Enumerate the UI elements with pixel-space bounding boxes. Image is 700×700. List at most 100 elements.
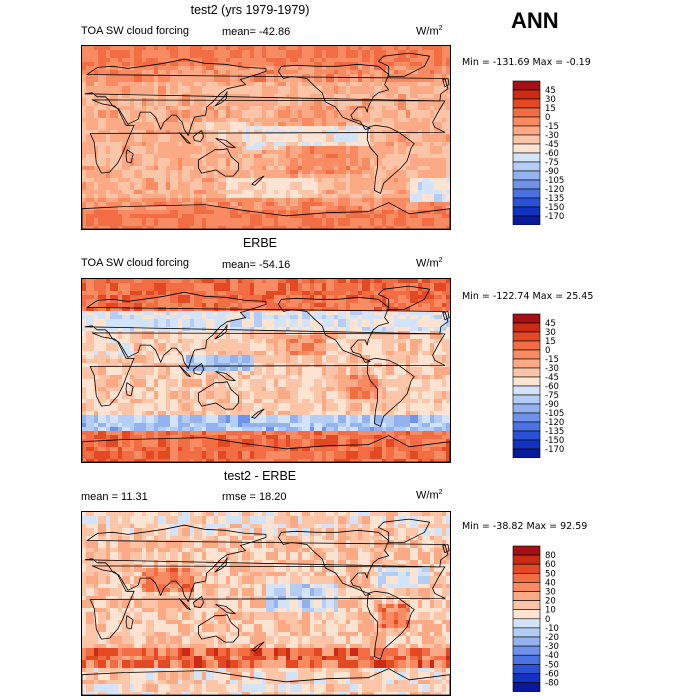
- colorbar-swatch: [512, 554, 541, 565]
- colorbar-tick-label: 30: [545, 588, 556, 598]
- colorbar-tick-label: 60: [545, 560, 556, 570]
- colorbar-tick-label: -30: [545, 364, 559, 374]
- panel1-colorbar: 4530150-15-30-45-60-75-90-105-120-135-15…: [512, 80, 564, 225]
- colorbar-swatch: [512, 572, 541, 583]
- panel3-map-field: [82, 512, 450, 695]
- colorbar-swatch: [512, 143, 541, 154]
- colorbar-swatch: [512, 645, 541, 656]
- panel2-title: ERBE: [242, 236, 278, 250]
- colorbar-tick-label: -105: [545, 409, 564, 419]
- colorbar-tick-label: -45: [545, 140, 559, 150]
- colorbar-swatch: [512, 215, 541, 225]
- panel1-coastlines: [82, 52, 450, 229]
- colorbar-swatch: [512, 170, 541, 181]
- colorbar-tick-label: -135: [545, 427, 564, 437]
- colorbar-tick-label: -120: [545, 185, 564, 195]
- colorbar-tick-label: 0: [545, 615, 550, 625]
- panel1-mean-label: mean= -42.86: [222, 26, 291, 38]
- panel2-coastlines: [82, 285, 450, 462]
- panel3-title: test2 - ERBE: [223, 469, 297, 483]
- colorbar-tick-label: -135: [545, 194, 564, 204]
- colorbar-swatch: [512, 125, 541, 136]
- colorbar-swatch: [512, 545, 541, 556]
- colorbar-tick-label: 15: [545, 337, 556, 347]
- colorbar-tick-label: -60: [545, 382, 559, 392]
- colorbar-tick-label: -170: [545, 212, 564, 222]
- colorbar-swatch: [512, 385, 541, 396]
- panel2-variable-label: TOA SW cloud forcing: [81, 257, 190, 269]
- colorbar-tick-label: 50: [545, 569, 556, 579]
- colorbar-tick-label: 30: [545, 95, 556, 105]
- colorbar-swatch: [512, 654, 541, 665]
- panel2-mean-label: mean= -54.16: [222, 259, 291, 271]
- colorbar-swatch: [512, 331, 541, 342]
- colorbar-tick-label: 45: [545, 86, 556, 96]
- colorbar-swatch: [512, 448, 541, 458]
- colorbar-tick-label: -50: [545, 660, 559, 670]
- colorbar-swatch: [512, 439, 541, 450]
- colorbar-swatch: [512, 116, 541, 127]
- colorbar-swatch: [512, 206, 541, 217]
- colorbar-tick-label: 0: [545, 346, 550, 356]
- panel2-map-field: [82, 279, 450, 462]
- panel3-mean-label: mean = 11.31: [81, 491, 148, 503]
- colorbar-tick-label: 15: [545, 104, 556, 114]
- colorbar-tick-label: -60: [545, 149, 559, 159]
- colorbar-tick-label: -15: [545, 355, 559, 365]
- colorbar-tick-label: -75: [545, 391, 559, 401]
- colorbar-tick-label: -150: [545, 203, 564, 213]
- colorbar-swatch: [512, 582, 541, 592]
- colorbar-swatch: [512, 376, 541, 387]
- colorbar-swatch: [512, 313, 541, 324]
- colorbar-tick-label: -60: [545, 669, 559, 679]
- panel1-title: test2 (yrs 1979-1979): [190, 3, 310, 17]
- colorbar-swatch: [512, 358, 541, 369]
- colorbar-swatch: [512, 609, 541, 620]
- colorbar-swatch: [512, 664, 541, 674]
- colorbar-swatch: [512, 134, 541, 145]
- colorbar-tick-label: -90: [545, 167, 559, 177]
- colorbar-swatch: [512, 618, 541, 629]
- panel2-map: [81, 278, 451, 463]
- colorbar-tick-label: -105: [545, 176, 564, 186]
- colorbar-tick-label: -90: [545, 400, 559, 410]
- colorbar-swatch: [512, 591, 541, 601]
- season-title: ANN: [511, 8, 559, 33]
- colorbar-swatch: [512, 188, 541, 199]
- colorbar-swatch: [512, 179, 541, 190]
- colorbar-tick-label: -45: [545, 373, 559, 383]
- panel3-units: W/m2: [416, 489, 443, 502]
- panel1-minmax: Min = -131.69 Max = -0.19: [462, 57, 591, 68]
- colorbar-tick-label: -20: [545, 633, 559, 643]
- panel3-rmse-label: rmse = 18.20: [222, 491, 287, 503]
- colorbar-tick-label: -80: [545, 679, 559, 689]
- colorbar-tick-label: 45: [545, 319, 556, 329]
- colorbar-tick-label: -120: [545, 418, 564, 428]
- colorbar-tick-label: -75: [545, 158, 559, 168]
- colorbar-tick-label: 0: [545, 113, 550, 123]
- colorbar-swatch: [512, 636, 541, 647]
- panel2-units: W/m2: [416, 257, 443, 270]
- panel1-variable-label: TOA SW cloud forcing: [81, 25, 190, 37]
- colorbar-swatch: [512, 367, 541, 378]
- colorbar-swatch: [512, 412, 541, 423]
- colorbar-swatch: [512, 627, 541, 638]
- colorbar-tick-label: -30: [545, 131, 559, 141]
- colorbar-tick-label: -40: [545, 651, 559, 661]
- colorbar-tick-label: 20: [545, 597, 556, 607]
- colorbar-swatch: [512, 430, 541, 441]
- colorbar-swatch: [512, 161, 541, 172]
- colorbar-swatch: [512, 563, 541, 574]
- colorbar-tick-label: -150: [545, 436, 564, 446]
- colorbar-swatch: [512, 322, 541, 333]
- panel3-minmax: Min = -38.82 Max = 92.59: [462, 521, 588, 532]
- colorbar-tick-label: -10: [545, 624, 559, 634]
- colorbar-tick-label: -170: [545, 445, 564, 455]
- colorbar-swatch: [512, 107, 541, 118]
- colorbar-tick-label: -15: [545, 122, 559, 132]
- colorbar-tick-label: 80: [545, 551, 556, 561]
- colorbar-swatch: [512, 403, 541, 414]
- colorbar-tick-label: 10: [545, 606, 556, 616]
- panel2-colorbar: 4530150-15-30-45-60-75-90-105-120-135-15…: [512, 313, 564, 458]
